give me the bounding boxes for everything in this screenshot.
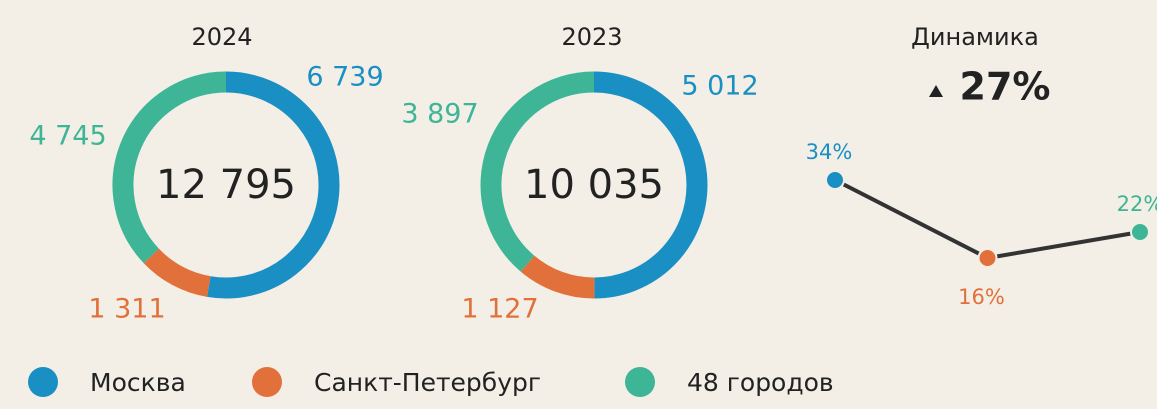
value-label: 5 012 — [681, 71, 758, 102]
donut-segment — [143, 248, 211, 297]
line-title: Динамика — [911, 23, 1039, 51]
up-triangle — [929, 85, 943, 97]
value-label: 1 127 — [461, 294, 538, 325]
donut-segment — [112, 71, 227, 264]
value-label: 22% — [1117, 192, 1157, 216]
donut-title: 2024 — [191, 23, 252, 51]
legend-label: Санкт-Петербург — [314, 368, 541, 397]
donut-segment — [480, 71, 595, 272]
legend-label: 48 городов — [687, 368, 834, 397]
donut-segment — [207, 71, 340, 299]
legend-swatch — [252, 367, 282, 397]
donut-total: 12 795 — [156, 162, 296, 208]
point — [1130, 222, 1150, 242]
legend-swatch — [28, 367, 58, 397]
legend-label: Москва — [90, 368, 186, 397]
value-label: 4 745 — [29, 121, 106, 152]
donut-title: 2023 — [561, 23, 622, 51]
donut-segment — [593, 71, 708, 299]
donut-segment — [520, 255, 595, 299]
value-label: 3 897 — [401, 99, 478, 130]
value-label: 16% — [958, 285, 1005, 309]
point — [825, 170, 845, 190]
point — [977, 248, 998, 268]
legend-swatch — [625, 367, 655, 397]
value-label: 1 311 — [88, 294, 165, 325]
value-label: 6 739 — [306, 62, 383, 93]
donut-total: 10 035 — [524, 162, 664, 208]
value-label: 34% — [806, 140, 853, 164]
change-label: 27% — [960, 65, 1051, 109]
